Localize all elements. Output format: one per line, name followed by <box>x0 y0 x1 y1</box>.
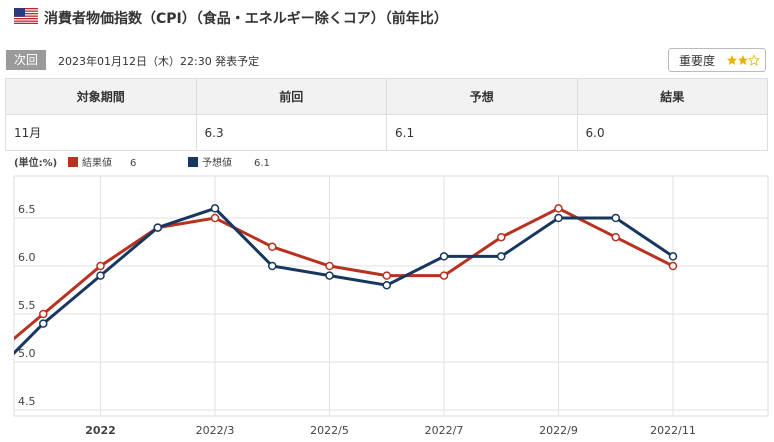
legend-label: 結果値 <box>82 156 112 169</box>
next-badge: 次回 <box>6 50 46 70</box>
point <box>39 319 48 328</box>
legend-value: 6.1 <box>254 158 270 169</box>
point <box>382 280 391 290</box>
td: 11月 <box>5 114 197 151</box>
point <box>325 271 334 280</box>
legend-swatch <box>188 157 198 167</box>
point <box>611 213 620 223</box>
x-tick-label: 2022/9 <box>539 424 578 437</box>
point <box>153 223 162 232</box>
x-tick-label: 2022 <box>85 424 116 437</box>
point <box>554 213 563 223</box>
x-tick-label: 2022/7 <box>425 424 464 437</box>
point <box>497 232 506 242</box>
point <box>439 271 449 280</box>
legend-value: 6 <box>130 158 136 169</box>
point <box>668 252 678 261</box>
td: 6.1 <box>386 114 578 151</box>
unit-label: (単位:%) <box>14 156 57 169</box>
th: 対象期間 <box>5 78 197 115</box>
point <box>611 232 620 242</box>
y-tick-label: 6.0 <box>18 251 36 264</box>
importance-button[interactable]: 重要度 <box>668 48 766 72</box>
y-tick-label: 5.0 <box>18 347 36 360</box>
x-tick-label: 2022/3 <box>196 424 235 437</box>
plot <box>14 204 678 356</box>
stars <box>727 55 760 66</box>
point <box>210 213 220 223</box>
y-tick-label: 6.5 <box>18 203 36 216</box>
plot-frame <box>13 175 769 417</box>
th: 結果 <box>576 78 768 115</box>
point <box>210 204 220 213</box>
point <box>382 271 391 280</box>
point <box>325 261 334 271</box>
point <box>668 261 678 271</box>
th: 前回 <box>195 78 387 115</box>
td: 6.0 <box>576 114 768 151</box>
legend-label: 予想値 <box>202 156 232 169</box>
point <box>268 261 277 271</box>
point <box>96 271 105 280</box>
y-tick-label: 4.5 <box>18 395 36 408</box>
x-tick-label: 2022/5 <box>310 424 349 437</box>
result-table: 対象期間 前回 予想 結果 11月 6.3 6.1 6.0 <box>5 78 768 151</box>
legend-swatch <box>68 157 78 167</box>
point <box>497 252 506 261</box>
point <box>439 252 449 261</box>
point <box>554 204 563 213</box>
point <box>268 242 277 252</box>
flag <box>14 8 38 24</box>
x-tick-label: 2022/11 <box>650 424 696 437</box>
y-tick-label: 5.5 <box>18 299 36 312</box>
point <box>39 309 48 319</box>
importance-label: 重要度 <box>679 54 716 68</box>
point <box>96 261 105 271</box>
schedule-text: 2023年01月12日（木）22:30 発表予定 <box>58 55 260 68</box>
title: 消費者物価指数（CPI）（食品・エネルギー除くコア）（前年比） <box>44 11 448 27</box>
td: 6.3 <box>195 114 387 151</box>
